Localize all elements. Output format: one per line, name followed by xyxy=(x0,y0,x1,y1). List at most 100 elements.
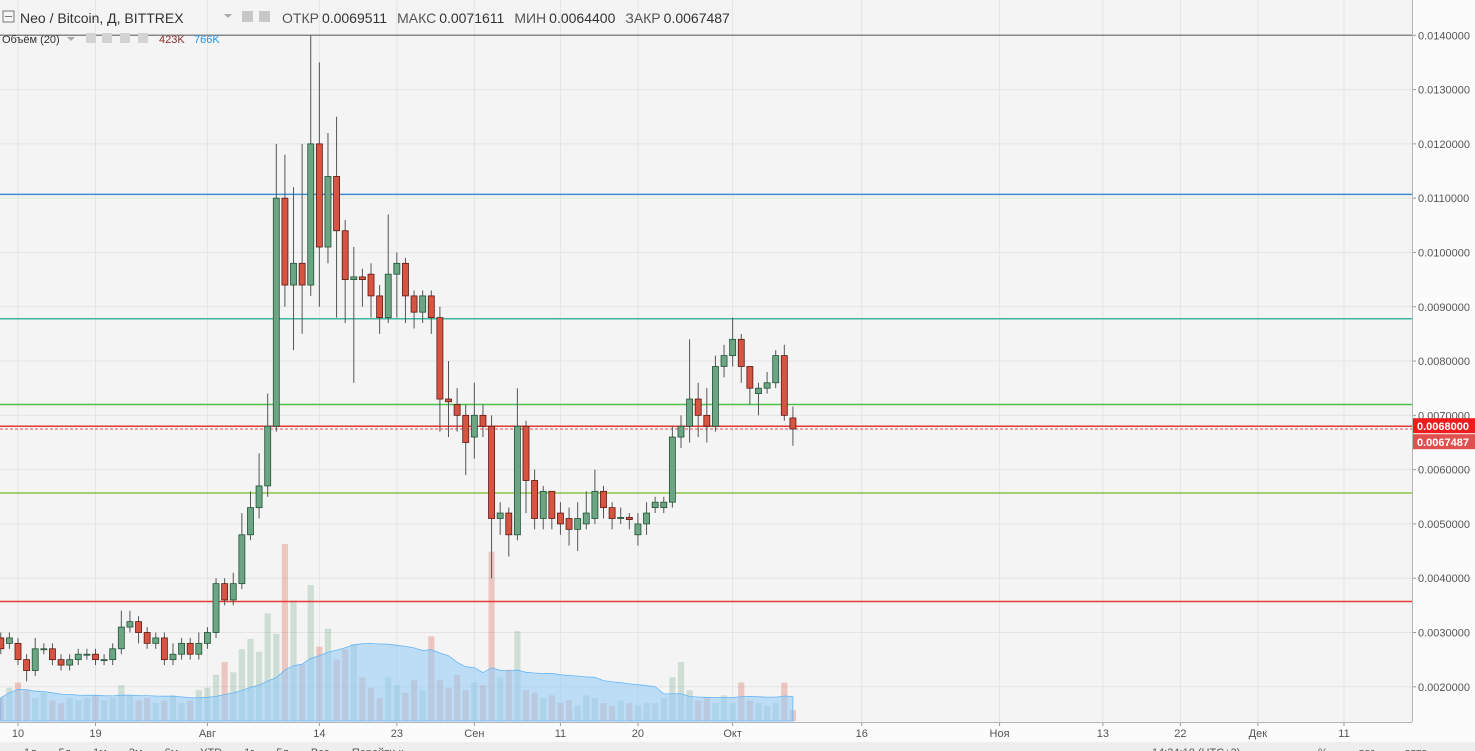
volume-ma-area xyxy=(0,643,794,722)
candle-body xyxy=(548,490,556,519)
range-button[interactable]: 5д xyxy=(59,747,72,751)
candle-body xyxy=(634,523,642,536)
range-button[interactable]: 3м xyxy=(129,747,143,751)
candle-body xyxy=(772,355,780,384)
y-tick-label: 0.0060000 xyxy=(1418,465,1470,477)
legend-header: Neo / Bitcoin, Д, BITTREX Объём (20) 423… xyxy=(2,10,730,46)
candle-body xyxy=(763,382,771,389)
x-tick-label: 14 xyxy=(313,728,325,740)
candle-body xyxy=(169,653,177,661)
range-button[interactable]: Все xyxy=(311,747,330,751)
candle-body xyxy=(582,512,590,525)
volume-bar xyxy=(238,649,245,721)
eye-icon[interactable] xyxy=(86,33,96,43)
candle-body xyxy=(23,659,31,671)
candle-body xyxy=(186,642,194,655)
candle-body xyxy=(109,648,117,661)
remove-icon[interactable] xyxy=(138,33,148,43)
candle-body xyxy=(531,480,539,519)
candle-body xyxy=(660,501,668,509)
candle-body xyxy=(729,338,737,357)
candle-body xyxy=(143,632,151,644)
dropdown-icon[interactable] xyxy=(224,14,232,18)
candle-body xyxy=(341,230,349,281)
collapse-icon[interactable] xyxy=(2,10,15,23)
x-tick-label: Авг xyxy=(199,728,216,740)
ohlc-label: МАКС xyxy=(397,10,436,26)
candle-body xyxy=(152,637,160,644)
candle-body xyxy=(14,642,22,661)
settings-icon[interactable] xyxy=(102,33,112,43)
ohlc-value: 0.0069511 xyxy=(322,10,387,26)
scale-button[interactable]: авто xyxy=(1404,747,1427,751)
candle-body xyxy=(281,197,289,286)
price-label: 0.0067487 xyxy=(1417,437,1469,449)
candle-body xyxy=(255,485,263,509)
format-icon[interactable] xyxy=(259,11,270,22)
scale-button[interactable]: лог xyxy=(1358,747,1375,751)
candle-body xyxy=(513,425,521,536)
candle-body xyxy=(74,653,82,661)
candle-body xyxy=(5,637,13,644)
candle-body xyxy=(617,517,625,519)
y-tick-label: 0.0080000 xyxy=(1418,356,1470,368)
candle-body xyxy=(0,637,5,650)
levels xyxy=(0,34,1412,603)
candle-body xyxy=(92,653,99,661)
clock: 14:34:18 (UTC+3) xyxy=(1152,747,1240,751)
candle-body xyxy=(384,273,392,319)
range-button[interactable]: 1г xyxy=(244,747,254,751)
volume-bar xyxy=(290,600,297,721)
candle-body xyxy=(591,490,599,519)
range-button[interactable]: Перейти к... xyxy=(352,747,413,751)
ohlc-value: 0.0067487 xyxy=(664,10,730,26)
candle-body xyxy=(505,512,513,536)
candle-body xyxy=(712,366,719,427)
candle-body xyxy=(212,583,220,633)
dropdown-icon[interactable] xyxy=(67,37,75,41)
candle-body xyxy=(410,295,418,313)
candle-body xyxy=(367,273,375,297)
candle-body xyxy=(358,276,366,281)
range-button[interactable]: 1д xyxy=(24,747,37,751)
toolbar: 1д 5д 1м 3м 6м YTD 1г 5л Все Перейти к... 14:34:18… xyxy=(24,747,1427,751)
y-tick-label: 0.0140000 xyxy=(1418,30,1470,42)
candle-body xyxy=(539,490,547,519)
y-tick-label: 0.0130000 xyxy=(1418,85,1470,97)
candle-body xyxy=(195,642,203,655)
candle-body xyxy=(290,262,297,286)
volume-bar xyxy=(221,662,228,721)
candle-body xyxy=(238,534,246,585)
price-label: 0.0068000 xyxy=(1417,421,1469,433)
candle-body xyxy=(315,143,323,248)
candle-body xyxy=(393,262,401,275)
candle-body xyxy=(324,176,332,248)
range-button[interactable]: 1м xyxy=(93,747,107,751)
candle-body xyxy=(40,648,48,651)
candle-body xyxy=(247,507,254,536)
y-tick-label: 0.0100000 xyxy=(1418,247,1470,259)
range-button[interactable]: YTD xyxy=(200,747,222,751)
candle-body xyxy=(178,642,186,655)
candle-body xyxy=(453,404,461,416)
candle-body xyxy=(651,501,659,509)
ohlc-value: 0.0064400 xyxy=(549,10,615,26)
range-button[interactable]: 6м xyxy=(164,747,178,751)
ohlc-label: ЗАКР xyxy=(625,10,660,26)
x-tick-label: 16 xyxy=(856,728,868,740)
add-icon[interactable] xyxy=(120,33,130,43)
scale-button[interactable]: % xyxy=(1318,747,1328,751)
price-label-box xyxy=(1413,418,1475,434)
candle-body xyxy=(755,387,762,395)
x-tick-label: 23 xyxy=(391,728,403,740)
candle-body xyxy=(204,632,211,644)
range-button[interactable]: 5л xyxy=(276,747,289,751)
price-label-box xyxy=(1413,434,1475,450)
volume-bar xyxy=(281,544,289,721)
candle-body xyxy=(272,197,280,427)
candle-body xyxy=(135,621,142,633)
candle-body xyxy=(720,355,728,367)
settings-icon[interactable] xyxy=(242,11,253,22)
